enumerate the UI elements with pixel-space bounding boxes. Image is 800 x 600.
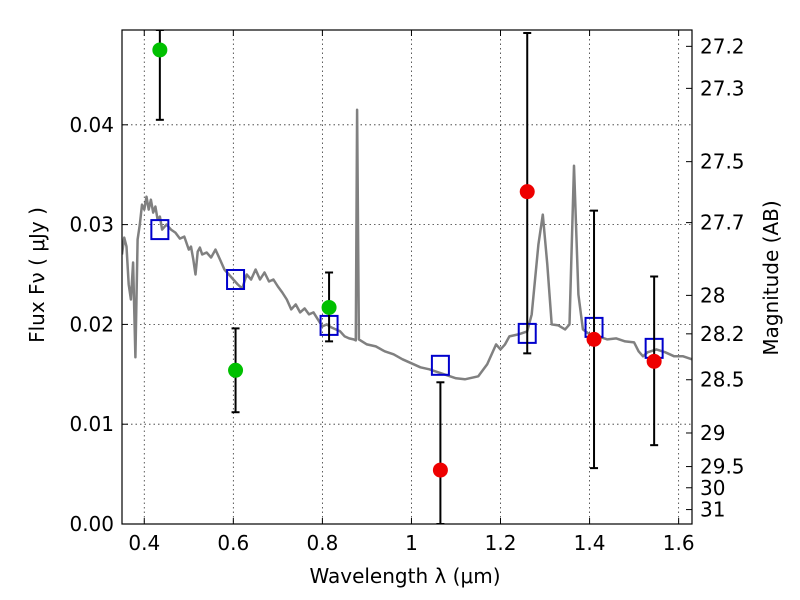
mag-tick-label: 31 <box>700 498 725 522</box>
grid-lines <box>122 30 692 524</box>
right-y-axis-label: Magnitude (AB) <box>759 200 783 355</box>
axis-ticks: 0.4 0.6 0.8 1 1.2 1.4 1.6 0.00 0.01 0.02 0.03 0.04 2… <box>69 30 745 555</box>
series-layer <box>122 30 692 524</box>
model-photometry-square <box>150 219 170 241</box>
x-axis-label: Wavelength λ (μm) <box>309 564 500 588</box>
mag-tick-label: 29.5 <box>700 455 745 479</box>
observed-flux-point <box>519 184 535 200</box>
y-tick-label: 0.04 <box>69 113 114 137</box>
mag-tick-label: 27.7 <box>700 211 745 235</box>
mag-tick-label: 27.3 <box>700 76 745 100</box>
observed-flux-point <box>228 362 244 378</box>
x-tick-label: 1.2 <box>485 531 517 555</box>
mag-tick-label: 29 <box>700 421 725 445</box>
x-tick-label: 0.4 <box>128 531 160 555</box>
observed-flux-point <box>586 331 602 347</box>
y-tick-label: 0.02 <box>69 312 114 336</box>
mag-tick-label: 28 <box>700 283 725 307</box>
y-axis-label: Flux Fν ( μJy ) <box>25 207 49 343</box>
model-photometry-square <box>430 354 450 376</box>
observed-flux-point <box>432 462 448 478</box>
y-tick-label: 0.00 <box>69 512 114 536</box>
x-tick-label: 1.4 <box>574 531 606 555</box>
model-spectrum-line <box>122 108 692 381</box>
mag-tick-label: 28.5 <box>700 368 745 392</box>
observed-flux-point <box>646 353 662 369</box>
mag-tick-label: 28.2 <box>700 322 745 346</box>
plot-area <box>122 30 692 524</box>
y-tick-label: 0.01 <box>69 412 114 436</box>
x-tick-label: 1 <box>405 531 418 555</box>
model-photometry-square <box>226 268 246 290</box>
observed-flux-point <box>321 299 337 315</box>
x-tick-label: 1.6 <box>663 531 695 555</box>
y-tick-label: 0.03 <box>69 213 114 237</box>
plot-frame <box>121 29 693 525</box>
x-tick-label: 0.6 <box>217 531 249 555</box>
x-tick-label: 0.8 <box>306 531 338 555</box>
observed-flux-point <box>152 42 168 58</box>
mag-tick-label: 27.5 <box>700 150 745 174</box>
mag-tick-label: 30 <box>700 476 725 500</box>
mag-tick-label: 27.2 <box>700 34 745 58</box>
